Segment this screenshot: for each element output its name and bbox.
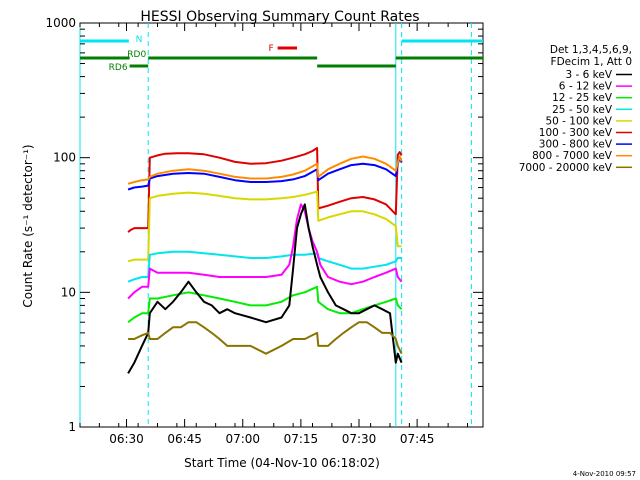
series-line <box>127 147 403 233</box>
status-bar-label: F <box>268 44 273 54</box>
chart-title: HESSI Observing Summary Count Rates <box>140 9 419 25</box>
legend-entry-label: 12 - 25 keV <box>552 92 613 104</box>
y-tick-label: 10 <box>61 285 76 299</box>
legend-header-line: Det 1,3,4,5,6,9, <box>550 44 632 56</box>
x-tick-label: 07:15 <box>284 432 319 446</box>
legend-entry-label: 800 - 7000 keV <box>532 150 613 162</box>
series-line <box>127 156 403 191</box>
footer-timestamp: 4-Nov-2010 09:57 <box>573 470 636 478</box>
y-tick-label: 1000 <box>45 16 76 30</box>
plot-frame <box>79 22 484 428</box>
x-tick-label: 07:00 <box>225 432 260 446</box>
x-tick-label: 06:30 <box>109 432 144 446</box>
y-tick-label: 1 <box>68 420 76 434</box>
legend-entry-label: 6 - 12 keV <box>559 81 613 93</box>
x-axis-label: Start Time (04-Nov-10 06:18:02) <box>184 456 380 470</box>
legend-entry-label: 25 - 50 keV <box>552 104 613 116</box>
series-line <box>127 155 403 185</box>
series-line <box>128 321 403 355</box>
legend-entry-label: 7000 - 20000 keV <box>519 162 613 174</box>
status-bars: N RD0 RD6 F <box>80 35 483 73</box>
x-tick-label: 07:45 <box>400 432 435 446</box>
series-line <box>127 190 402 263</box>
axis-ticks: 06:30 06:45 07:00 07:15 07:30 07:45 1 10 100 1000 <box>45 16 483 446</box>
series-line <box>127 250 402 283</box>
legend-entry-label: 100 - 300 keV <box>539 127 613 139</box>
legend-entry-label: 50 - 100 keV <box>545 115 612 127</box>
x-tick-label: 06:45 <box>167 432 202 446</box>
legend-header-line: FDecim 1, Att 0 <box>551 56 632 68</box>
status-bar-label: RD0 <box>127 50 146 60</box>
legend-entry-label: 300 - 800 keV <box>539 139 613 151</box>
legend-entry-label: 3 - 6 keV <box>565 69 612 81</box>
x-tick-label: 07:30 <box>342 432 377 446</box>
status-bar-label: N <box>136 35 143 45</box>
series-lines <box>127 147 403 374</box>
series-line <box>127 203 403 374</box>
y-axis-label: Count Rate (s⁻¹ detector⁻¹) <box>21 144 35 307</box>
vertical-markers <box>79 23 472 427</box>
status-bar-label: RD6 <box>109 63 128 73</box>
y-tick-label: 100 <box>53 151 76 165</box>
series-line <box>127 203 403 300</box>
legend: Det 1,3,4,5,6,9,FDecim 1, Att 03 - 6 keV… <box>519 44 632 174</box>
